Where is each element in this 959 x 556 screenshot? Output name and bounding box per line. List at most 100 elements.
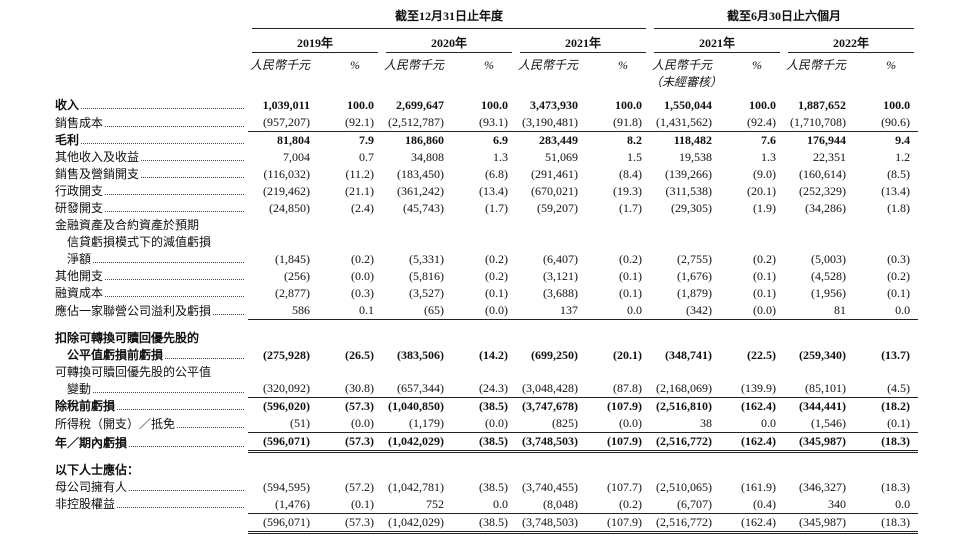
table-row: 融資成本 (2,877) (0.3) (3,527) (0.1) (3,688) (0.1)… (0, 285, 918, 302)
percent-cell: (18.2) (852, 397, 919, 415)
amount-cell: (2,510,065) (656, 479, 713, 494)
year-header: 2021年 (654, 29, 781, 53)
leader-dots (177, 426, 244, 428)
percent-cell: (107.7) (607, 479, 643, 494)
row-label: 融資成本 (0, 285, 248, 302)
percent-cell: (18.3) (881, 479, 911, 494)
amount-cell: (1,042,029) (382, 512, 450, 534)
percent-cell: 7.9 (316, 131, 382, 149)
percent-cell: (9.0) (753, 167, 777, 181)
label-text: 可轉換可贖回優先股的公平值 (55, 364, 212, 379)
percent-cell: (0.0) (351, 416, 374, 430)
table-row: 研發開支 (24,850) (2.4) (45,743) (1.7) (59,207) (1… (0, 200, 918, 217)
year-header: 2020年 (386, 29, 512, 53)
year-cell: 2019年 (248, 29, 382, 53)
percent-unit: % (752, 58, 763, 72)
amount-cell: 186,860 (382, 131, 450, 149)
percent-cell: (92.4) (747, 115, 777, 129)
label-line: 淨額 (55, 251, 248, 268)
percent-cell: (1.7) (485, 201, 508, 215)
label-line: 扣除可轉換可贖回優先股的 (55, 330, 248, 347)
percent-cell: (0.0) (485, 416, 508, 430)
label-line: 除稅前虧損 (55, 398, 248, 415)
amount-cell: (2,516,810) (650, 397, 719, 415)
amount-unit: 人民幣千元 (786, 58, 847, 72)
amount-cell: 22,351 (813, 150, 847, 164)
amount-cell: 1,550,044 (664, 98, 713, 112)
amount-cell: (291,461) (531, 167, 578, 181)
amount-cell: (1,040,850) (382, 397, 450, 415)
table-row: 應佔一家聯營公司溢利及虧損 586 0.1 (65) (0.0) 137 0.0 (342)(… (0, 302, 919, 320)
amount-cell: 81,804 (248, 131, 316, 149)
percent-cell: (139.9) (741, 381, 777, 395)
amount-cell: (596,071) (248, 512, 316, 534)
percent-cell: (0.1) (351, 496, 374, 511)
amount-cell: (29,305) (671, 201, 713, 215)
percent-cell: (0.1) (887, 286, 911, 300)
label-line: 其他收入及收益 (55, 149, 248, 166)
amount-cell: (596,020) (248, 397, 316, 415)
amount-cell: (1,042,029) (382, 432, 450, 453)
amount-cell: (3,048,428) (522, 381, 578, 395)
percent-cell: (0.2) (485, 269, 508, 283)
percent-cell: (38.5) (450, 512, 516, 534)
label-line: 銷售成本 (55, 115, 248, 132)
percent-cell: (90.6) (881, 115, 911, 129)
amount-cell: 137 (516, 302, 584, 320)
amount-cell: (1,042,781) (388, 479, 444, 494)
amount-cell: (2,516,772) (650, 432, 719, 453)
percent-cell: (18.3) (852, 432, 919, 453)
percent-cell: (57.2) (345, 479, 374, 494)
amount-cell: (2,512,787) (388, 115, 444, 129)
label-line: 應佔一家聯營公司溢利及虧損 (55, 303, 248, 320)
percent-cell: (22.5) (747, 347, 777, 362)
row-label (0, 513, 248, 532)
percent-cell: 0.0 (493, 496, 508, 511)
percent-cell: 100.0 (481, 98, 508, 112)
label-line: 信貸虧損模式下的減值虧損 (55, 234, 248, 251)
percent-cell: (13.4) (479, 184, 508, 198)
amount-cell: (2,168,069) (656, 381, 713, 395)
percent-cell: (0.2) (619, 496, 643, 511)
amount-cell: (252,329) (799, 184, 847, 198)
amount-cell: (594,595) (263, 479, 310, 494)
percent-cell: (2.4) (351, 201, 374, 215)
label-text: 非控股權益 (55, 497, 116, 511)
amount-cell: (3,748,503) (516, 512, 584, 534)
percent-cell: 8.2 (584, 131, 651, 149)
percent-cell: 1.3 (493, 150, 508, 164)
percent-cell: (57.3) (316, 512, 382, 534)
amount-cell: (3,748,503) (516, 432, 584, 453)
amount-cell: (45,743) (403, 201, 444, 215)
percent-cell: (0.1) (619, 286, 643, 300)
amount-cell: (1,546) (811, 416, 847, 430)
percent-cell: (87.8) (613, 381, 643, 395)
row-label: 應佔一家聯營公司溢利及虧損 (0, 302, 248, 320)
amount-cell: (670,021) (531, 184, 578, 198)
label-line: 變動 (55, 381, 248, 398)
percent-cell: (0.0) (450, 302, 516, 320)
table-row: 其他收入及收益 7,004 0.7 34,808 1.3 51,069 1.5 19,538 1… (0, 149, 918, 166)
percent-cell: (8.5) (887, 167, 911, 181)
leader-dots (105, 125, 244, 127)
amount-cell: (1,710,708) (790, 115, 847, 129)
percent-cell: (4.5) (887, 381, 911, 395)
percent-cell: (57.3) (316, 432, 382, 453)
table-row: 除稅前虧損 (596,020) (57.3) (1,040,850) (38.5) (3,… (0, 397, 919, 415)
label-text: 變動 (67, 381, 92, 396)
unaudited-note: （未經審核） (650, 75, 723, 89)
percent-cell: (24.3) (479, 381, 508, 395)
amount-cell: 118,482 (650, 131, 719, 149)
amount-cell: (5,003) (811, 252, 847, 266)
group-cell: 截至12月31日止年度 (248, 8, 650, 29)
row-label: 銷售及營銷開支 (0, 166, 248, 183)
table-row: 所得稅（開支）／抵免 (51) (0.0) (1,179) (0.0) (825) (0.0… (0, 415, 918, 433)
percent-cell: (18.3) (852, 512, 919, 534)
table-row: 其他開支 (256) (0.0) (5,816) (0.2) (3,121) (0.1) (1… (0, 268, 918, 285)
percent-cell: 0.7 (359, 150, 374, 164)
percent-cell: (6.8) (485, 167, 508, 181)
percent-cell: (107.9) (584, 397, 651, 415)
amount-unit: 人民幣千元 (384, 58, 445, 72)
amount-cell: (2,877) (275, 286, 310, 300)
label-line: 銷售及營銷開支 (55, 166, 248, 183)
